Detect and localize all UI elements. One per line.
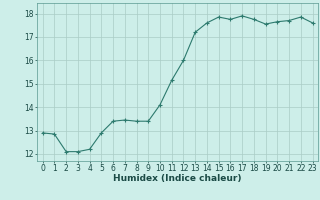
X-axis label: Humidex (Indice chaleur): Humidex (Indice chaleur) [113,174,242,183]
